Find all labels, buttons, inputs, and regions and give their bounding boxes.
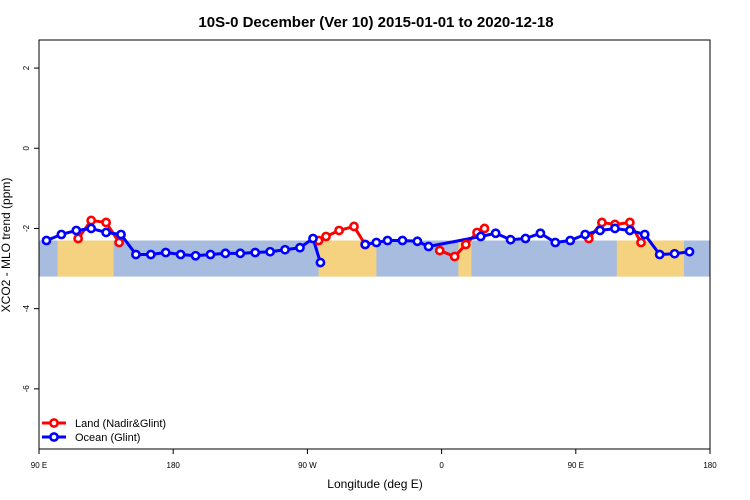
data-point bbox=[639, 229, 650, 240]
data-point bbox=[550, 237, 561, 248]
data-point bbox=[382, 235, 393, 246]
data-point bbox=[595, 225, 605, 236]
y-tick-label: 0 bbox=[22, 145, 31, 150]
legend-marker bbox=[49, 432, 59, 442]
data-point bbox=[280, 244, 290, 255]
data-point bbox=[86, 215, 97, 226]
data-point bbox=[596, 217, 607, 228]
data-point bbox=[220, 248, 231, 259]
data-point bbox=[490, 228, 501, 239]
y-tick-label: -4 bbox=[22, 305, 31, 313]
data-point bbox=[265, 246, 276, 257]
data-point bbox=[114, 237, 125, 248]
data-point bbox=[116, 229, 126, 240]
data-point bbox=[624, 217, 635, 228]
x-tick-label: 180 bbox=[703, 461, 717, 470]
data-point bbox=[505, 234, 516, 245]
data-point bbox=[449, 251, 460, 262]
data-point bbox=[423, 241, 434, 252]
data-point bbox=[235, 248, 246, 259]
data-point bbox=[610, 223, 620, 234]
data-point bbox=[295, 242, 305, 253]
data-point bbox=[624, 225, 635, 236]
data-point bbox=[654, 249, 665, 260]
y-axis: 2 0 -2 -4 -6 bbox=[22, 65, 39, 392]
series-points bbox=[41, 223, 695, 268]
x-tick-label: 90 E bbox=[31, 461, 47, 470]
data-point bbox=[41, 235, 52, 246]
data-point bbox=[434, 245, 445, 256]
plot-frame bbox=[38, 39, 711, 450]
data-point bbox=[397, 235, 408, 246]
data-point bbox=[86, 223, 97, 234]
data-point bbox=[101, 227, 111, 238]
x-tick-label: 90 W bbox=[298, 461, 317, 470]
y-axis-label: XCO2 - MLO trend (ppm) bbox=[0, 178, 13, 313]
x-axis: 90 E 180 90 W 0 90 E 180 bbox=[31, 449, 717, 470]
data-point bbox=[520, 233, 531, 244]
y-tick-label: -2 bbox=[22, 224, 31, 232]
data-point bbox=[684, 246, 695, 257]
data-point bbox=[71, 225, 82, 236]
data-point bbox=[73, 233, 84, 244]
y-tick-label: 2 bbox=[22, 65, 31, 70]
chart-title: 10S-0 December (Ver 10) 2015-01-01 to 20… bbox=[198, 14, 553, 31]
land-segment bbox=[57, 240, 114, 277]
data-point bbox=[360, 239, 371, 250]
legend-label: Ocean (Glint) bbox=[75, 432, 140, 444]
data-point bbox=[205, 249, 216, 260]
legend-label: Land (Nadir&Glint) bbox=[75, 418, 166, 430]
data-point bbox=[565, 235, 576, 246]
data-point bbox=[349, 221, 359, 232]
data-point bbox=[580, 229, 591, 240]
data-point bbox=[535, 228, 546, 239]
x-tick-label: 180 bbox=[167, 461, 181, 470]
x-tick-label: 90 E bbox=[568, 461, 584, 470]
data-point bbox=[56, 229, 67, 240]
data-point bbox=[250, 247, 261, 258]
data-point bbox=[101, 217, 111, 228]
x-axis-label: Longitude (deg E) bbox=[327, 477, 422, 491]
data-point bbox=[479, 223, 490, 234]
data-point bbox=[190, 250, 201, 261]
legend: Land (Nadir&Glint) Ocean (Glint) bbox=[42, 418, 166, 444]
data-point bbox=[321, 231, 331, 242]
data-point bbox=[475, 231, 486, 242]
data-point bbox=[636, 237, 646, 248]
data-point bbox=[160, 247, 171, 258]
x-tick-label: 0 bbox=[439, 461, 444, 470]
legend-marker bbox=[49, 418, 59, 428]
series-layer bbox=[41, 215, 695, 268]
series-points bbox=[73, 215, 646, 262]
land-segment bbox=[616, 240, 684, 277]
data-point bbox=[334, 225, 344, 236]
data-point bbox=[460, 239, 471, 250]
data-point bbox=[131, 249, 141, 260]
data-point bbox=[669, 248, 680, 259]
data-point bbox=[315, 257, 326, 268]
data-point bbox=[308, 233, 318, 244]
data-point bbox=[145, 249, 156, 260]
y-tick-label: -6 bbox=[22, 385, 31, 393]
data-point bbox=[175, 249, 186, 260]
data-point bbox=[412, 236, 423, 247]
data-point bbox=[371, 237, 382, 248]
